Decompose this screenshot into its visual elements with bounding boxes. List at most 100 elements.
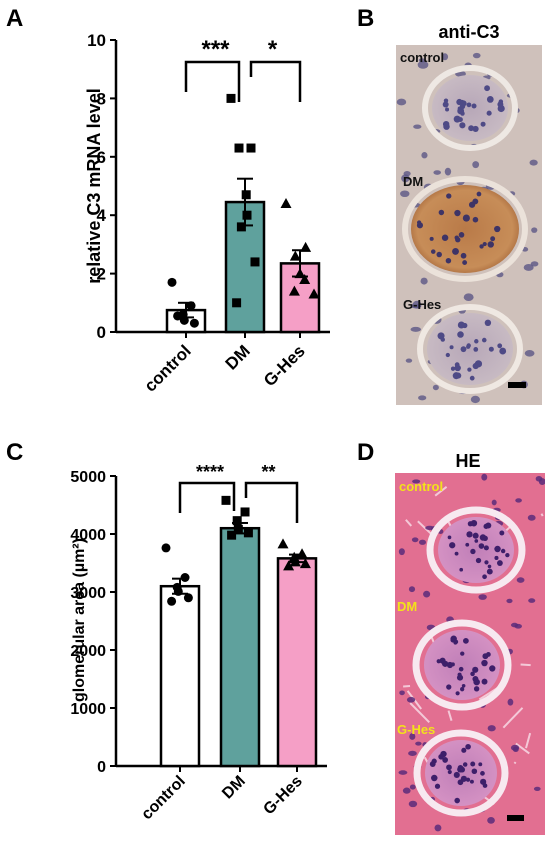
nucleus [487,96,494,103]
nucleus [407,697,415,703]
nucleus [508,699,514,706]
nucleus [499,348,506,355]
nucleus [443,102,449,108]
nucleus [433,385,439,390]
nucleus [474,539,478,543]
nucleus [487,817,495,824]
nucleus [454,116,461,123]
data-point [247,144,256,153]
nucleus [472,103,477,108]
data-point [190,319,199,328]
nucleus [455,362,460,367]
bar-control [161,586,199,766]
nucleus [418,395,426,400]
nucleus [409,801,417,807]
nucleus [442,234,448,240]
nucleus [436,252,441,257]
nucleus [443,123,449,129]
nucleus [417,222,423,228]
nucleus [488,241,494,247]
panel-label-d: D [357,439,374,466]
nucleus [489,665,495,671]
micrograph-b-glomerulus-dm [411,185,519,273]
nucleus [455,552,459,556]
nucleus [431,249,436,254]
panel-label-b: B [357,5,374,32]
nucleus [411,327,421,332]
nucleus [487,111,492,116]
nucleus [470,376,475,381]
data-point [181,573,190,582]
nucleus [445,168,451,176]
data-point [168,278,177,287]
data-point [232,298,241,307]
x-tick-label-control: control [138,773,188,823]
nucleus [494,226,500,232]
nucleus [497,343,502,348]
significance-label: **** [196,462,224,482]
nucleus [473,347,478,352]
nucleus [461,346,467,352]
nucleus [482,679,488,685]
nucleus [439,210,444,215]
nucleus [465,744,471,750]
micrograph-b-label-ghes: G-Hes [403,297,441,312]
nucleus [454,798,460,804]
nucleus [400,190,409,197]
data-point [167,597,176,606]
nucleus [451,367,455,371]
nucleus [494,546,500,552]
tubule-line [514,762,515,763]
nucleus [534,787,541,791]
nucleus [531,261,539,266]
significance-label: ** [261,462,275,482]
nucleus [528,515,536,521]
data-point [162,543,171,552]
nucleus [466,343,470,347]
nucleus [413,125,421,129]
nucleus [458,106,462,110]
nucleus [480,779,486,785]
nucleus [463,762,468,767]
nucleus [481,474,487,481]
nucleus [515,498,522,502]
nucleus [419,540,426,545]
nucleus [482,574,487,579]
nucleus [466,778,470,782]
nucleus [514,624,521,629]
nucleus [459,667,464,672]
nucleus [449,542,455,548]
nucleus [458,779,464,785]
nucleus [446,193,451,198]
nucleus [488,565,492,569]
micrograph-b-glomerulus-control [432,75,508,141]
nucleus [446,764,452,770]
nucleus [465,543,469,547]
y-axis-label: relative C3 mRNA level [84,88,104,283]
nucleus [464,293,474,301]
nucleus [501,549,505,553]
nucleus [406,359,412,363]
tubule-line [541,514,542,516]
nucleus [513,746,519,752]
micrograph-d-scale-bar [507,815,524,821]
nucleus [481,122,486,127]
nucleus [438,754,444,760]
nucleus [474,686,479,691]
x-tick-label-dm: DM [222,341,254,373]
data-point [187,301,196,310]
nucleus [445,108,449,112]
data-point [174,587,183,596]
nucleus [467,368,471,372]
data-point [278,538,289,548]
data-point [244,528,253,537]
nucleus [458,765,464,771]
nucleus [403,788,411,794]
nucleus [461,253,467,259]
nucleus [505,553,509,557]
data-point [242,190,251,199]
nucleus [479,244,483,248]
panel-label-a: A [6,5,23,32]
nucleus [478,762,482,766]
